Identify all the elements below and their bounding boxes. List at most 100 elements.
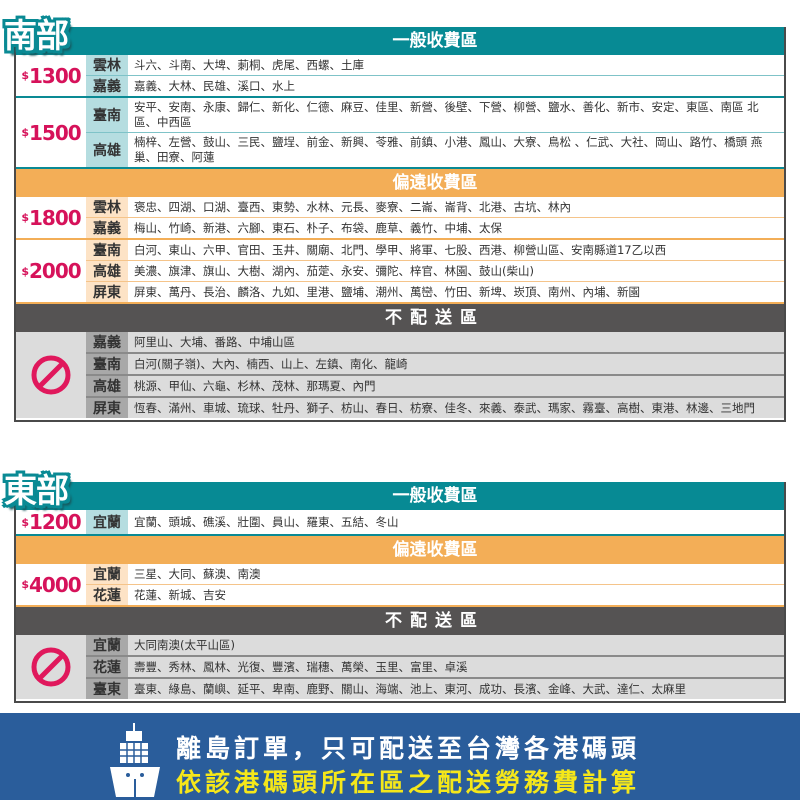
general-fee-group: $1200 宜蘭 宜蘭、頭城、礁溪、壯圍、員山、羅東、五結、冬山	[16, 510, 784, 536]
district-list: 阿里山、大埔、番路、中埔山區	[128, 332, 784, 352]
region-name: 嘉義	[86, 218, 128, 238]
section-tag: 東部	[4, 471, 69, 510]
region-name: 屏東	[86, 398, 128, 418]
district-list: 花蓮、新城、吉安	[134, 587, 226, 602]
currency-symbol: $	[21, 69, 29, 82]
district-list: 恆春、滿州、車城、琉球、牡丹、獅子、枋山、春日、枋寮、佳冬、來義、泰武、瑪家、霧…	[128, 398, 784, 418]
region-row: 高雄 楠梓、左營、鼓山、三民、鹽埕、前金、新興、苓雅、前鎮、小港、鳳山、大寮、鳥松…	[86, 133, 784, 167]
region-name: 臺南	[86, 98, 128, 132]
none-zone-header: 不配送區	[16, 607, 784, 635]
price-value: 4000	[28, 572, 82, 597]
region-name: 屏東	[86, 282, 128, 302]
region-row: 雲林 斗六、斗南、大埤、莿桐、虎尾、西螺、土庫	[86, 55, 784, 76]
price-value: 1500	[28, 120, 82, 145]
notice-line-2: 依該港碼頭所在區之配送勞務費計算	[176, 768, 641, 797]
price-label: $4000	[16, 564, 86, 605]
region-name: 高雄	[86, 133, 128, 167]
region-name: 宜蘭	[86, 510, 128, 534]
region-name: 高雄	[86, 261, 128, 281]
region-name: 臺東	[86, 679, 128, 699]
district-list: 白河、東山、六甲、官田、玉井、關廟、北門、學甲、將軍、七股、西港、柳營山區、安南…	[134, 242, 667, 257]
region-row: 嘉義 梅山、竹崎、新港、六腳、東石、朴子、布袋、鹿草、義竹、中埔、太保	[86, 218, 784, 238]
section-tag: 南部	[4, 16, 69, 55]
district-list: 宜蘭、頭城、礁溪、壯圍、員山、羅東、五結、冬山	[134, 514, 399, 529]
currency-symbol: $	[21, 578, 29, 591]
ship-icon	[110, 723, 160, 797]
currency-symbol: $	[21, 264, 29, 278]
general-zone-header: 一般收費區	[16, 27, 784, 55]
region-rows: 宜蘭 三星、大同、蘇澳、南澳 花蓮 花蓮、新城、吉安	[86, 564, 784, 605]
district-list: 白河(關子嶺)、大內、楠西、山上、左鎮、南化、龍崎	[128, 354, 784, 374]
region-row: 雲林 褒忠、四湖、口湖、臺西、東勢、水林、元長、麥寮、二崙、崙背、北港、古坑、林內	[86, 197, 784, 218]
price-value: 1800	[28, 205, 82, 230]
region-rows: 雲林 褒忠、四湖、口湖、臺西、東勢、水林、元長、麥寮、二崙、崙背、北港、古坑、林內…	[86, 197, 784, 238]
district-list: 褒忠、四湖、口湖、臺西、東勢、水林、元長、麥寮、二崙、崙背、北港、古坑、林內	[134, 199, 571, 214]
district-list: 壽豐、秀林、鳳林、光復、豐濱、瑞穗、萬榮、玉里、富里、卓溪	[128, 657, 784, 677]
district-list: 梅山、竹崎、新港、六腳、東石、朴子、布袋、鹿草、義竹、中埔、太保	[134, 220, 502, 235]
price-label: $1500	[16, 98, 86, 167]
region-name: 雲林	[86, 197, 128, 217]
none-zone-header: 不配送區	[16, 304, 784, 332]
outlying-islands-notice: 離島訂單，只可配送至台灣各港碼頭 依該港碼頭所在區之配送勞務費計算	[0, 713, 800, 800]
region-name: 高雄	[86, 376, 128, 396]
remote-fee-group: $4000 宜蘭 三星、大同、蘇澳、南澳 花蓮 花蓮、新城、吉安	[16, 564, 784, 607]
region-name: 宜蘭	[86, 635, 128, 655]
region-name: 嘉義	[86, 76, 128, 96]
remote-zone-header: 偏遠收費區	[16, 536, 784, 564]
price-label: $1300	[16, 55, 86, 96]
district-list: 美濃、旗津、旗山、大樹、湖內、茄萣、永安、彌陀、梓官、林園、鼓山(柴山)	[134, 263, 534, 278]
district-list: 斗六、斗南、大埤、莿桐、虎尾、西螺、土庫	[134, 57, 364, 72]
region-row: 屏東 恆春、滿州、車城、琉球、牡丹、獅子、枋山、春日、枋寮、佳冬、來義、泰武、瑪家…	[86, 398, 784, 418]
region-rows: 雲林 斗六、斗南、大埤、莿桐、虎尾、西螺、土庫 嘉義 嘉義、大林、民雄、溪口、水上	[86, 55, 784, 96]
region-name: 臺南	[86, 240, 128, 260]
general-fee-group: $1300 雲林 斗六、斗南、大埤、莿桐、虎尾、西螺、土庫 嘉義 嘉義、大林、民雄、溪口…	[16, 55, 784, 98]
notice-line-1: 離島訂單，只可配送至台灣各港碼頭	[176, 734, 641, 763]
region-row: 花蓮 壽豐、秀林、鳳林、光復、豐濱、瑞穗、萬榮、玉里、富里、卓溪	[86, 657, 784, 679]
remote-zone-header: 偏遠收費區	[16, 169, 784, 197]
region-name: 雲林	[86, 55, 128, 75]
region-rows: 宜蘭 宜蘭、頭城、礁溪、壯圍、員山、羅東、五結、冬山	[86, 510, 784, 534]
region-row: 嘉義 阿里山、大埔、番路、中埔山區	[86, 332, 784, 354]
region-name: 花蓮	[86, 585, 128, 605]
region-rows: 宜蘭 大同南澳(太平山區) 花蓮 壽豐、秀林、鳳林、光復、豐濱、瑞穗、萬榮、玉里、富里…	[86, 635, 784, 699]
region-row: 高雄 美濃、旗津、旗山、大樹、湖內、茄萣、永安、彌陀、梓官、林園、鼓山(柴山)	[86, 261, 784, 282]
region-rows: 臺南 白河、東山、六甲、官田、玉井、關廟、北門、學甲、將軍、七股、西港、柳營山區、…	[86, 240, 784, 302]
none-fee-group: 宜蘭 大同南澳(太平山區) 花蓮 壽豐、秀林、鳳林、光復、豐濱、瑞穗、萬榮、玉里、富里…	[16, 635, 784, 701]
general-zone-header: 一般收費區	[16, 482, 784, 510]
district-list: 臺東、綠島、蘭嶼、延平、卑南、鹿野、關山、海端、池上、東河、成功、長濱、金峰、大…	[128, 679, 784, 699]
district-list: 屏東、萬丹、長治、麟洛、九如、里港、鹽埔、潮州、萬巒、竹田、新埤、崁頂、南州、內…	[134, 284, 640, 299]
region-name: 臺南	[86, 354, 128, 374]
remote-fee-group: $2000 臺南 白河、東山、六甲、官田、玉井、關廟、北門、學甲、將軍、七股、西港、…	[16, 240, 784, 304]
region-row: 臺南 安平、安南、永康、歸仁、新化、仁德、麻豆、佳里、新營、後壁、下營、柳營、鹽水…	[86, 98, 784, 133]
region-section: 一般收費區 $1300 雲林 斗六、斗南、大埤、莿桐、虎尾、西螺、土庫 嘉義 嘉義、大林、…	[14, 27, 786, 422]
district-list: 楠梓、左營、鼓山、三民、鹽埕、前金、新興、苓雅、前鎮、小港、鳳山、大寮、鳥松 、…	[134, 135, 763, 164]
region-rows: 臺南 安平、安南、永康、歸仁、新化、仁德、麻豆、佳里、新營、後壁、下營、柳營、鹽水…	[86, 98, 784, 167]
general-fee-group: $1500 臺南 安平、安南、永康、歸仁、新化、仁德、麻豆、佳里、新營、後壁、下營、…	[16, 98, 784, 169]
price-value: 2000	[28, 259, 82, 283]
region-row: 宜蘭 大同南澳(太平山區)	[86, 635, 784, 657]
region-name: 宜蘭	[86, 564, 128, 584]
region-row: 嘉義 嘉義、大林、民雄、溪口、水上	[86, 76, 784, 96]
region-name: 花蓮	[86, 657, 128, 677]
region-row: 花蓮 花蓮、新城、吉安	[86, 585, 784, 605]
remote-fee-group: $1800 雲林 褒忠、四湖、口湖、臺西、東勢、水林、元長、麥寮、二崙、崙背、北港、…	[16, 197, 784, 240]
region-row: 宜蘭 宜蘭、頭城、礁溪、壯圍、員山、羅東、五結、冬山	[86, 510, 784, 534]
price-value: 1300	[28, 63, 82, 88]
region-section: 一般收費區 $1200 宜蘭 宜蘭、頭城、礁溪、壯圍、員山、羅東、五結、冬山 偏遠收費區…	[14, 482, 786, 703]
price-label: $2000	[16, 240, 86, 302]
currency-symbol: $	[21, 126, 29, 139]
prohibited-icon	[16, 635, 86, 699]
price-value: 1200	[28, 510, 82, 534]
price-label: $1200	[16, 510, 86, 534]
district-list: 安平、安南、永康、歸仁、新化、仁德、麻豆、佳里、新營、後壁、下營、柳營、鹽水、善…	[134, 100, 759, 129]
district-list: 桃源、甲仙、六龜、杉林、茂林、那瑪夏、內門	[128, 376, 784, 396]
region-name: 嘉義	[86, 332, 128, 352]
district-list: 大同南澳(太平山區)	[128, 635, 784, 655]
currency-symbol: $	[21, 515, 29, 529]
district-list: 三星、大同、蘇澳、南澳	[134, 566, 261, 581]
region-rows: 嘉義 阿里山、大埔、番路、中埔山區 臺南 白河(關子嶺)、大內、楠西、山上、左鎮、南化…	[86, 332, 784, 418]
region-row: 宜蘭 三星、大同、蘇澳、南澳	[86, 564, 784, 585]
currency-symbol: $	[21, 211, 29, 224]
region-row: 屏東 屏東、萬丹、長治、麟洛、九如、里港、鹽埔、潮州、萬巒、竹田、新埤、崁頂、南州…	[86, 282, 784, 302]
prohibited-icon	[16, 332, 86, 418]
